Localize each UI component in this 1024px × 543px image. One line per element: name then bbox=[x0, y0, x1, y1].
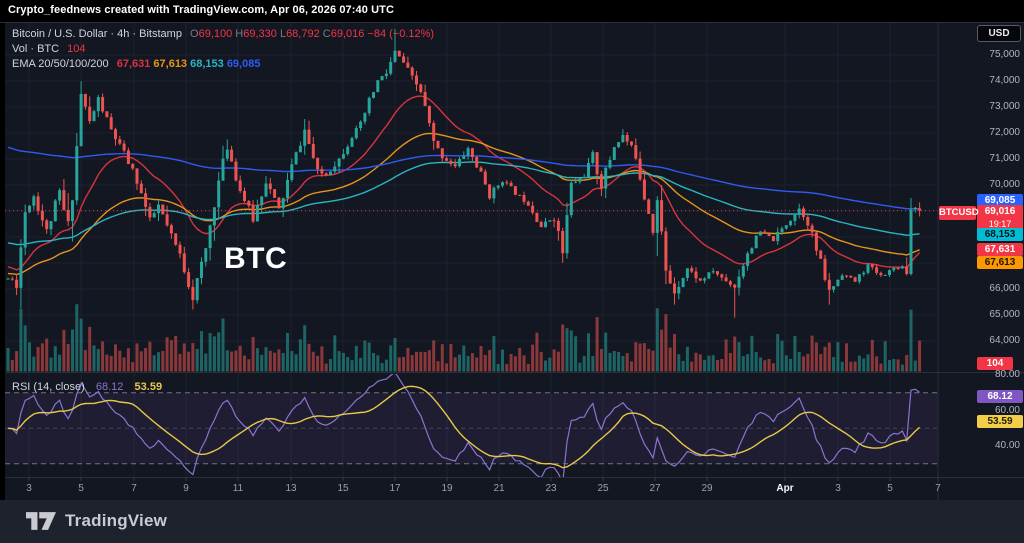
ema-legend-value: 68,153 bbox=[190, 58, 227, 70]
ohlc-letter: O bbox=[190, 28, 199, 40]
ema-20-line bbox=[7, 95, 921, 271]
rsi-tick-label: 40.00 bbox=[994, 440, 1020, 451]
price-tick-label: 71,000 bbox=[989, 153, 1020, 164]
price-axis-badge: 69,016 19:17 bbox=[977, 204, 1023, 231]
time-axis-label: 15 bbox=[337, 483, 349, 494]
time-axis-label: 21 bbox=[493, 483, 505, 494]
time-axis-label: 3 bbox=[835, 483, 841, 494]
time-axis-label: Apr bbox=[776, 483, 794, 494]
price-tick-label: 66,000 bbox=[989, 283, 1020, 294]
candlestick-series[interactable] bbox=[6, 29, 922, 318]
tradingview-logo-icon bbox=[26, 512, 56, 530]
volume-label: Vol · BTC bbox=[12, 43, 60, 55]
volume-value: 104 bbox=[67, 43, 86, 55]
price-axis-badge: 68,153 bbox=[977, 227, 1023, 241]
time-axis-label: 17 bbox=[389, 483, 401, 494]
ema-legend-value: 69,085 bbox=[226, 58, 261, 70]
rsi-tick-label: 80.00 bbox=[994, 369, 1020, 380]
volume-axis-badge: 104 bbox=[977, 356, 1013, 370]
ohlc-letter: C bbox=[322, 28, 331, 40]
ohlc-value: 69,016 bbox=[330, 28, 368, 40]
ema-label: EMA 20/50/100/200 bbox=[12, 58, 109, 70]
time-axis-label: 25 bbox=[597, 483, 609, 494]
time-axis-label: 23 bbox=[545, 483, 557, 494]
time-axis-label: 29 bbox=[701, 483, 713, 494]
symbol-title: Bitcoin / U.S. Dollar · 4h · Bitstamp bbox=[12, 28, 182, 40]
symbol-legend-row[interactable]: Bitcoin / U.S. Dollar · 4h · Bitstamp O6… bbox=[12, 27, 434, 42]
tradingview-brand-text: TradingView bbox=[65, 511, 168, 530]
btc-watermark-annotation: BTC bbox=[224, 242, 288, 275]
ema-legend-value: 67,613 bbox=[153, 58, 191, 70]
candle-countdown: 19:17 bbox=[988, 218, 1012, 229]
ema-values: 67,631 67,613 68,153 69,085 bbox=[117, 58, 261, 70]
change-value: −84 (−0.12%) bbox=[367, 28, 435, 40]
price-axis-badge: 67,613 bbox=[977, 255, 1023, 269]
rsi-line bbox=[7, 374, 920, 477]
time-axis-label: 19 bbox=[441, 483, 453, 494]
attribution-text: Crypto_feednews created with TradingView… bbox=[8, 4, 395, 16]
ohlc-values: O69,100 H69,330 L68,792 C69,016 bbox=[190, 28, 367, 40]
attribution-bar: Crypto_feednews created with TradingView… bbox=[0, 0, 1024, 22]
ema-legend-value: 67,631 bbox=[116, 58, 154, 70]
price-axis-badge: 67,631 bbox=[977, 242, 1023, 256]
ohlc-value: 68,792 bbox=[286, 28, 323, 40]
ohlc-letter: H bbox=[235, 28, 244, 40]
time-axis-label: 11 bbox=[232, 483, 244, 494]
time-axis-label: 7 bbox=[935, 483, 941, 494]
rsi-axis-badge: 53.59 bbox=[977, 415, 1023, 429]
time-axis-label: 9 bbox=[183, 483, 189, 494]
rsi-axis-badge: 68.12 bbox=[977, 389, 1023, 403]
tradingview-logo[interactable]: TradingView bbox=[26, 511, 167, 531]
ohlc-value: 69,330 bbox=[243, 28, 280, 40]
time-axis-label: 7 bbox=[131, 483, 137, 494]
rsi-value: 68.12 bbox=[95, 381, 124, 393]
time-axis-label: 3 bbox=[26, 483, 32, 494]
currency-toggle-button[interactable]: USD bbox=[977, 25, 1021, 42]
ohlc-letter: L bbox=[279, 28, 287, 40]
price-tick-label: 70,000 bbox=[989, 179, 1020, 190]
price-tick-label: 73,000 bbox=[989, 101, 1020, 112]
price-tick-label: 75,000 bbox=[989, 49, 1020, 60]
rsi-ma-value: 53.59 bbox=[134, 381, 163, 393]
volume-pane[interactable] bbox=[6, 304, 922, 372]
price-tick-label: 65,000 bbox=[989, 309, 1020, 320]
rsi-legend-row[interactable]: RSI (14, close) 68.12 53.59 bbox=[12, 381, 162, 393]
rsi-tick-label: 60.00 bbox=[994, 404, 1020, 416]
main-legend[interactable]: Bitcoin / U.S. Dollar · 4h · Bitstamp O6… bbox=[12, 27, 434, 72]
rsi-label: RSI (14, close) bbox=[12, 381, 85, 393]
rsi-ma-line bbox=[7, 385, 921, 469]
time-axis-label: 13 bbox=[285, 483, 297, 494]
price-tick-label: 72,000 bbox=[989, 127, 1020, 138]
rsi-pane[interactable] bbox=[7, 372, 921, 483]
ema-50-line bbox=[7, 132, 920, 276]
price-tick-label: 64,000 bbox=[989, 335, 1020, 346]
ema-legend-row[interactable]: EMA 20/50/100/200 67,631 67,613 68,153 6… bbox=[12, 57, 434, 72]
time-axis-label: 5 bbox=[887, 483, 893, 494]
volume-legend-row[interactable]: Vol · BTC 104 bbox=[12, 42, 434, 57]
symbol-price-flag: BTCUSD bbox=[939, 206, 979, 220]
time-axis-label: 27 bbox=[649, 483, 661, 494]
footer-bar: TradingView bbox=[0, 500, 1024, 543]
price-tick-label: 74,000 bbox=[989, 75, 1020, 86]
ohlc-value: 69,100 bbox=[198, 28, 236, 40]
price-axis-badge: 69,085 bbox=[977, 193, 1023, 207]
time-axis-label: 5 bbox=[78, 483, 84, 494]
